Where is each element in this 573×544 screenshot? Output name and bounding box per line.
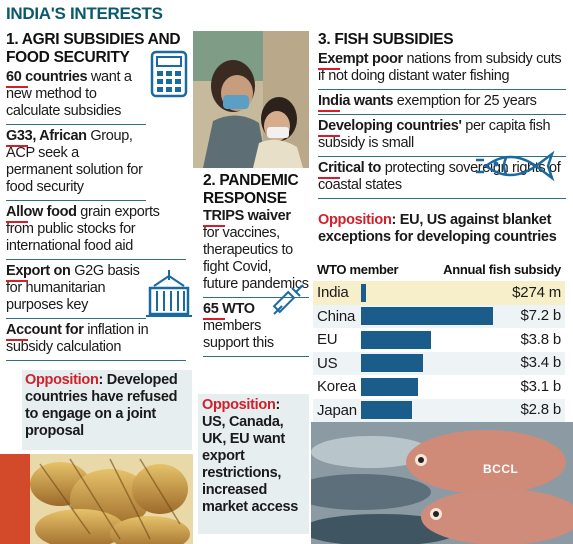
item-text: nations from subsidy cuts if not doing d… [318, 51, 562, 84]
pandemic-opposition-box: Opposition: US, Canada, UK, EU want expo… [198, 394, 309, 534]
fish-item: Developing countries' per capita fish su… [318, 118, 566, 157]
fish-icon [476, 146, 556, 191]
chart-ylabel: Annual fish subsidy [443, 262, 561, 277]
pandemic-section: 2. PANDEMIC RESPONSE TRIPS waiver for va… [203, 172, 309, 360]
item-lead: India wants [318, 93, 394, 112]
chart-bar-track: $274 m [361, 283, 565, 302]
chart-category-label: US [317, 354, 338, 372]
fish-item: India wants exemption for 25 years [318, 93, 566, 115]
chart-bar [361, 354, 424, 373]
chart-bar [361, 401, 413, 420]
chart-category-label: EU [317, 331, 338, 349]
chart-bar [361, 330, 431, 349]
fish-item: Critical to protecting sovereign rights … [318, 160, 566, 199]
fish-heading: 3. FISH SUBSIDIES [318, 31, 454, 48]
agri-item: Allow food grain exports from public sto… [6, 204, 186, 260]
pandemic-item: TRIPS waiver for vaccines, therapeutics … [203, 208, 309, 298]
pandemic-items: TRIPS waiver for vaccines, therapeutics … [203, 208, 309, 357]
chart-value-label: $274 m [512, 283, 561, 301]
item-lead: TRIPS waiver [203, 208, 291, 227]
agri-item: Account for inflation in subsidy calcula… [6, 322, 186, 361]
chart-category-label: Japan [317, 401, 357, 419]
pandemic-item: 65 WTO members support this [203, 301, 309, 357]
chart-value-label: $2.8 b [520, 401, 561, 419]
chart-bar-track: $2.8 b [361, 401, 565, 420]
vaccination-photo [193, 31, 309, 168]
item-text: exemption for 25 years [393, 93, 537, 109]
rice-grain-image [0, 454, 193, 544]
chart-rows: India $274 m China $7.2 b EU $3.8 b US $3.4 b Ko… [313, 281, 565, 422]
chart-value-label: $3.8 b [520, 330, 561, 348]
watermark: BCCL [483, 462, 519, 476]
chart-row-japan: Japan $2.8 b [313, 398, 565, 422]
fish-opposition-box: Opposition: EU, US against blanket excep… [316, 212, 568, 246]
fish-subsidy-chart: WTO member Annual fish subsidy India $274… [313, 262, 565, 422]
agri-heading: 1. AGRI SUBSIDIES AND FOOD SECURITY [6, 31, 181, 66]
chart-bar-track: $3.1 b [361, 377, 565, 396]
item-lead: 60 countries [6, 69, 88, 88]
chart-category-label: India [317, 284, 349, 302]
item-text: members support this [203, 318, 274, 351]
agri-item: 60 countries want a new method to calcul… [6, 69, 146, 125]
fish-items: Exempt poor nations from subsidy cuts if… [318, 51, 566, 199]
agri-opposition-box: Opposition: Developed countries have ref… [22, 370, 192, 450]
item-text: G2G basis for humanitarian purposes key [6, 263, 140, 313]
chart-header: WTO member Annual fish subsidy [313, 262, 565, 281]
item-lead: Allow food [6, 204, 77, 223]
chart-xlabel: WTO member [317, 262, 399, 277]
fish-opposition-text: : EU, US against blanket exceptions for … [318, 212, 557, 245]
calculator-icon [150, 50, 188, 103]
agri-section: 1. AGRI SUBSIDIES AND FOOD SECURITY 60 c… [6, 31, 191, 364]
chart-bar-track: $3.4 b [361, 354, 565, 373]
fish-section: 3. FISH SUBSIDIES Exempt poor nations fr… [318, 31, 566, 202]
chart-bar-track: $7.2 b [361, 307, 565, 326]
pandemic-heading: 2. PANDEMIC RESPONSE [203, 172, 299, 207]
agri-opposition-text: : Developed countries have refused to en… [25, 372, 178, 439]
chart-bar [361, 377, 418, 396]
chart-bar [361, 283, 367, 302]
chart-row-india: India $274 m [313, 281, 565, 305]
fish-photo: BCCL [311, 422, 573, 544]
item-text: want a new method to calculate subsidies [6, 69, 132, 119]
item-lead: G33, African [6, 128, 87, 147]
item-lead: Critical to [318, 160, 382, 179]
item-text: protecting sovereign rights of coastal s… [318, 160, 561, 193]
chart-row-china: China $7.2 b [313, 304, 565, 328]
item-text: grain exports from public stocks for int… [6, 204, 160, 254]
fish-item: Exempt poor nations from subsidy cuts if… [318, 51, 566, 90]
agri-items: 60 countries want a new method to calcul… [6, 69, 186, 361]
agri-item: Export on G2G basis for humanitarian pur… [6, 263, 146, 319]
chart-category-label: Korea [317, 378, 357, 396]
page-title: INDIA'S INTERESTS [6, 4, 163, 23]
fish-opposition-label: Opposition [318, 212, 392, 228]
item-lead: 65 WTO [203, 301, 255, 320]
item-text: Group, ACP seek a permanent solution for… [6, 128, 143, 195]
chart-row-korea: Korea $3.1 b [313, 375, 565, 399]
chart-value-label: $3.1 b [520, 377, 561, 395]
chart-bar [361, 307, 493, 326]
chart-row-eu: EU $3.8 b [313, 328, 565, 352]
chart-value-label: $3.4 b [520, 354, 561, 372]
item-lead: Export on [6, 263, 71, 282]
chart-category-label: China [317, 307, 356, 325]
syringe-icon [270, 282, 306, 323]
pandemic-opposition-text: : US, Canada, UK, EU want export restric… [202, 397, 299, 515]
pandemic-opposition-label: Opposition [202, 397, 276, 413]
item-lead: Developing countries' [318, 118, 462, 137]
item-text: for vaccines, therapeutics to fight Covi… [203, 225, 309, 292]
shipping-container-icon [146, 268, 192, 325]
item-lead: Account for [6, 322, 84, 341]
agri-item: G33, African Group, ACP seek a permanent… [6, 128, 146, 201]
agri-opposition-label: Opposition [25, 372, 99, 388]
item-lead: Exempt poor [318, 51, 403, 70]
item-text: per capita fish subsidy is small [318, 118, 551, 151]
item-text: inflation in subsidy calculation [6, 322, 149, 355]
chart-row-us: US $3.4 b [313, 351, 565, 375]
chart-bar-track: $3.8 b [361, 330, 565, 349]
chart-value-label: $7.2 b [520, 307, 561, 325]
